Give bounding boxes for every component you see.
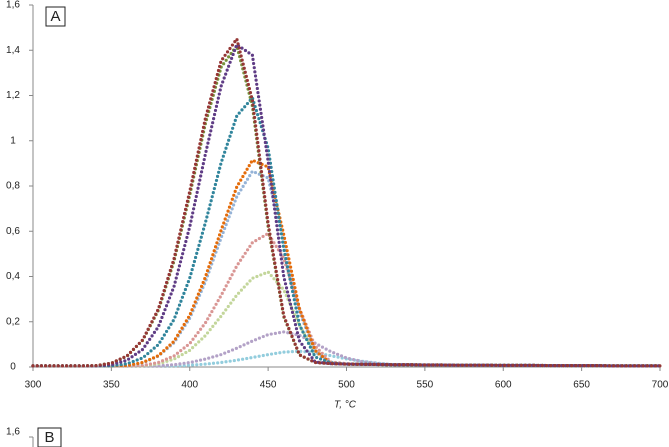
y-tick-label: 1,4 <box>6 45 20 56</box>
data-series <box>31 42 662 368</box>
data-series <box>31 330 662 368</box>
x-tick-label: 600 <box>495 380 512 391</box>
data-series <box>31 270 662 368</box>
data-series <box>31 94 662 368</box>
panel-label-box <box>37 427 62 447</box>
panel-label: B <box>44 429 54 446</box>
y-tick-label: 1 <box>10 135 16 146</box>
x-axis-title: T, °C <box>334 400 357 411</box>
panel-label-box <box>45 6 66 27</box>
y-tick-label: 1,6 <box>6 0 20 11</box>
x-tick-label: 500 <box>338 380 355 391</box>
x-tick-label: 350 <box>103 380 120 391</box>
data-series <box>31 231 662 368</box>
y-tick-label: 1,6 <box>6 427 20 438</box>
y-tick-label: 0,8 <box>6 181 20 192</box>
x-tick-label: 650 <box>573 380 590 391</box>
y-tick-label: 0,6 <box>6 226 20 237</box>
y-tick-label: 0,4 <box>6 271 20 282</box>
data-series <box>31 169 662 368</box>
y-tick-label: 0,2 <box>6 316 20 327</box>
x-tick-label: 550 <box>417 380 434 391</box>
x-tick-label: 700 <box>652 380 669 391</box>
panel-label: A <box>50 8 60 25</box>
data-series <box>31 158 662 368</box>
y-tick-label: 0 <box>10 362 16 373</box>
y-tick-label: 1,2 <box>6 90 20 101</box>
x-tick-label: 300 <box>25 380 42 391</box>
data-series <box>31 42 662 368</box>
data-series <box>31 35 662 368</box>
x-tick-label: 450 <box>260 380 277 391</box>
x-tick-label: 400 <box>181 380 198 391</box>
